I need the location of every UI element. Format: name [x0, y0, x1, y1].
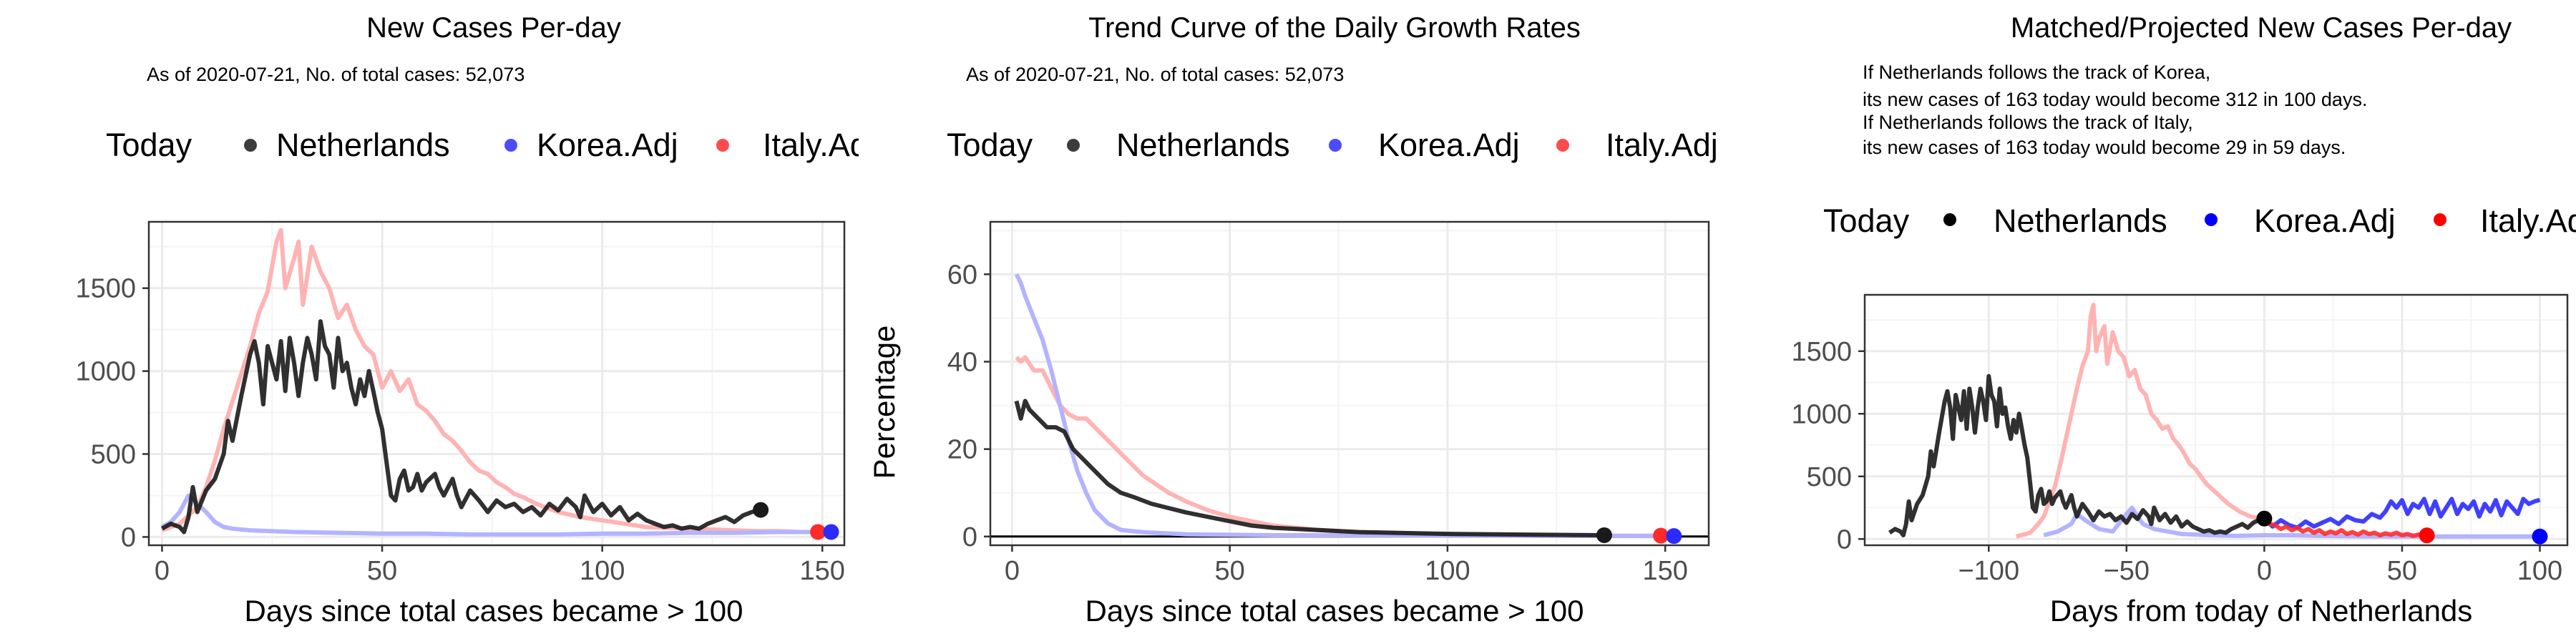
legend-label-italy: Italy.Adj [2480, 203, 2576, 239]
y-tick-label: 60 [947, 260, 977, 290]
projection-note-line-3: If Netherlands follows the track of Ital… [1863, 112, 2193, 133]
legend: Today Netherlands Korea.Adj Italy.Adj [106, 127, 859, 163]
x-axis-label: Days since total cases became > 100 [245, 594, 743, 628]
x-tick-label: 0 [2257, 556, 2272, 586]
today-marker-italy-adj [1653, 527, 1669, 544]
y-tick-label: 40 [947, 347, 977, 377]
growth-rate-chart: Trend Curve of the Daily Growth Rates As… [867, 12, 1717, 628]
x-tick-label: 50 [2387, 556, 2417, 586]
x-tick-label: 150 [1642, 556, 1687, 586]
y-tick-label: 0 [1837, 525, 1852, 555]
today-marker-italy-adj [810, 524, 826, 540]
growth-rate-panel: Trend Curve of the Daily Growth Rates As… [859, 0, 1717, 644]
today-marker-korea-adj [1666, 528, 1682, 545]
series-line-korea-adj [1014, 273, 1674, 539]
plot-background [990, 222, 1709, 545]
legend: Today Netherlands Korea.Adj Italy.Adj [1823, 203, 2576, 239]
legend-label-netherlands: Netherlands [1994, 203, 2167, 239]
legend-label-korea: Korea.Adj [537, 127, 678, 163]
x-tick-label: 100 [1425, 556, 1470, 586]
projection-note-line-2: its new cases of 163 today would become … [1863, 89, 2367, 110]
legend-title: Today [1823, 203, 1910, 239]
projection-note-line-4: its new cases of 163 today would become … [1863, 137, 2346, 158]
x-tick-label: 150 [800, 556, 845, 586]
x-axis-label: Days from today of Netherlands [2050, 594, 2473, 628]
x-axis-label: Days since total cases became > 100 [1085, 594, 1584, 628]
series-line-netherlands [1888, 374, 2265, 537]
legend-key-netherlands [244, 139, 257, 152]
x-tick-label: 0 [1005, 556, 1020, 586]
projected-cases-panel: Matched/Projected New Cases Per-day If N… [1717, 0, 2576, 644]
x-tick-label: 50 [367, 556, 397, 586]
today-marker-korea-adj [823, 524, 839, 540]
today-marker-netherlands [2256, 510, 2273, 527]
x-tick-label: 100 [580, 556, 625, 586]
legend-label-netherlands: Netherlands [276, 127, 450, 163]
legend-label-korea: Korea.Adj [1378, 127, 1520, 163]
legend-key-netherlands [1067, 139, 1080, 152]
today-marker-italy-adj [2419, 527, 2435, 544]
y-tick-label: 500 [1807, 462, 1852, 492]
x-tick-label: 100 [2517, 556, 2562, 586]
legend-key-korea [1329, 139, 1342, 152]
legend-title: Today [106, 127, 192, 163]
legend-label-italy: Italy.Adj [763, 127, 859, 163]
new-cases-panel: New Cases Per-day As of 2020-07-21, No. … [0, 0, 859, 644]
y-tick-label: 20 [947, 435, 977, 465]
legend-title: Today [947, 127, 1033, 163]
legend-key-korea [504, 139, 517, 152]
y-tick-label: 1500 [1791, 337, 1852, 367]
legend-label-korea: Korea.Adj [2254, 203, 2396, 239]
new-cases-chart: New Cases Per-day As of 2020-07-21, No. … [75, 12, 859, 628]
projection-note-line-1: If Netherlands follows the track of Kore… [1863, 62, 2210, 83]
chart-subtitle: As of 2020-07-21, No. of total cases: 52… [966, 64, 1344, 85]
y-tick-label: 1000 [1791, 399, 1852, 429]
chart-subtitle: As of 2020-07-21, No. of total cases: 52… [147, 64, 525, 85]
plot-area: 0 50 100 150 0 20 40 60 [947, 220, 1710, 586]
plot-border [1863, 293, 2569, 547]
today-marker-netherlands [753, 502, 769, 518]
series-line-netherlands [161, 319, 761, 535]
series-line-italy-adj-projected [2263, 517, 2427, 538]
legend-key-korea [2205, 213, 2218, 226]
legend-key-netherlands [1943, 213, 1956, 226]
x-tick-label: −100 [1958, 556, 2019, 586]
y-tick-label: 0 [962, 522, 977, 552]
today-marker-korea-adj [2532, 528, 2548, 545]
chart-title: Matched/Projected New Cases Per-day [2011, 12, 2512, 44]
y-tick-label: 500 [91, 440, 136, 470]
series-line-italy-adj-matched [2016, 303, 2265, 539]
series-line-korea-adj-matched [2043, 505, 2540, 539]
today-marker-netherlands [1596, 527, 1612, 543]
legend-label-netherlands: Netherlands [1116, 127, 1290, 163]
series-line-italy-adj [161, 228, 819, 535]
x-tick-label: 50 [1215, 556, 1245, 586]
plot-border [147, 220, 846, 547]
y-tick-label: 1000 [75, 357, 136, 387]
y-tick-label: 0 [121, 522, 136, 552]
plot-background [149, 222, 844, 545]
plot-border [989, 220, 1710, 547]
y-tick-label: 1500 [75, 274, 136, 304]
legend-label-italy: Italy.Adj [1606, 127, 1717, 163]
legend-key-italy [716, 139, 729, 152]
legend-key-italy [1556, 139, 1569, 152]
legend: Today Netherlands Korea.Adj Italy.Adj [947, 127, 1717, 163]
projected-cases-chart: Matched/Projected New Cases Per-day If N… [1791, 12, 2576, 628]
x-tick-label: 0 [155, 556, 170, 586]
series-line-netherlands [1014, 399, 1605, 537]
series-line-korea-adj-projected [2263, 497, 2541, 530]
chart-title: Trend Curve of the Daily Growth Rates [1088, 12, 1581, 44]
y-axis-label: Percentage [867, 326, 901, 479]
chart-title: New Cases Per-day [366, 12, 621, 44]
legend-key-italy [2434, 213, 2446, 226]
x-tick-label: −50 [2104, 556, 2150, 586]
